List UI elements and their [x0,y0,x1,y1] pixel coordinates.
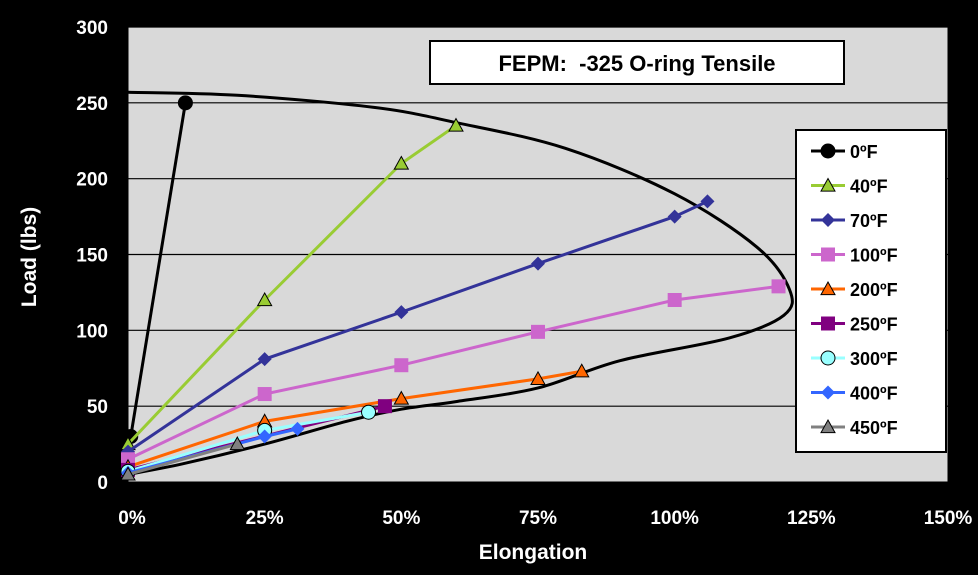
y-tick-label: 200 [76,170,108,191]
x-tick-label: 0% [118,508,146,529]
data-point [257,352,272,367]
series [120,117,464,451]
legend-marker [820,280,836,296]
legend-marker [820,177,836,192]
legend-marker [821,385,835,400]
legend-label: 250ºF [850,315,898,335]
legend-label: 0ºF [850,142,878,162]
data-point [448,117,464,132]
series-line [127,442,238,476]
y-tick-label: 100 [76,321,108,342]
data-point [290,421,305,436]
legend-label: 100ºF [850,246,898,266]
legend-label: 400ºF [850,384,898,404]
series-line [127,200,709,453]
data-point [394,305,409,320]
data-point [667,209,682,224]
y-tick-label: 300 [76,18,108,39]
legend-marker [821,213,835,227]
y-tick-label: 0 [97,473,108,494]
legend-marker [821,247,835,262]
legend-marker [821,316,835,331]
data-point [120,466,136,481]
data-point [393,155,410,170]
data-point [531,324,545,339]
series [120,363,590,473]
x-tick-label: 150% [924,508,973,529]
legend-label: 450ºF [850,418,898,438]
x-tick-label: 100% [650,508,699,529]
data-point [257,387,272,402]
series [120,436,246,481]
data-point [530,370,546,385]
data-point [256,291,273,307]
legend-marker [820,350,836,366]
x-tick-label: 50% [382,508,420,529]
legend-label: 40ºF [850,177,888,197]
legend-label: 70ºF [850,211,888,231]
y-tick-label: 250 [76,94,108,115]
data-point [377,399,392,414]
x-tick-label: 125% [787,508,836,529]
y-axis-label: Load (lbs) [18,207,41,307]
data-point [393,390,410,405]
data-point [257,429,272,444]
series [121,194,715,459]
x-axis-label: Elongation [479,541,588,564]
data-point [177,95,193,111]
legend-label: 200ºF [850,280,898,300]
chart-title: FEPM: -325 O-ring Tensile [498,51,775,76]
data-point [700,194,715,209]
series [121,279,786,467]
envelope-curve [127,90,794,476]
chart-title-box [429,40,845,85]
y-tick-label: 150 [76,246,108,267]
data-point [667,293,682,307]
data-point [771,279,786,294]
data-point [531,256,545,271]
legend [795,129,947,453]
legend-marker [820,143,836,159]
series-line [127,284,779,461]
data-point [573,363,590,378]
x-tick-label: 25% [246,508,284,529]
legend-marker [820,418,836,434]
series-line [129,102,187,437]
data-point [229,436,246,451]
data-point [361,404,377,420]
legend-label: 300ºF [850,349,898,369]
x-tick-label: 75% [519,508,557,529]
y-tick-label: 50 [87,397,108,418]
series-line [126,124,457,446]
data-point [394,358,409,373]
